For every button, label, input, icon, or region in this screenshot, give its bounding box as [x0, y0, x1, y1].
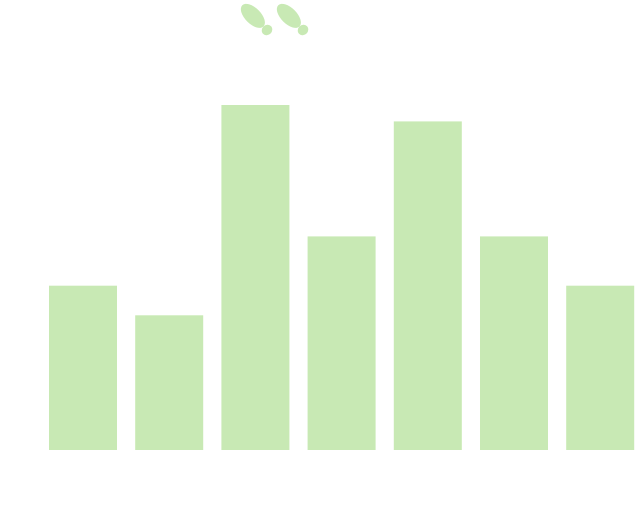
footprints-icon [240, 3, 309, 36]
bar-1 [49, 285, 117, 450]
bar-4 [307, 236, 376, 450]
bar-3 [221, 105, 290, 450]
bar-5 [393, 121, 462, 451]
bars-group [49, 105, 635, 451]
bar-6 [480, 236, 548, 450]
bar-2 [135, 315, 204, 450]
bar-7 [566, 285, 635, 450]
